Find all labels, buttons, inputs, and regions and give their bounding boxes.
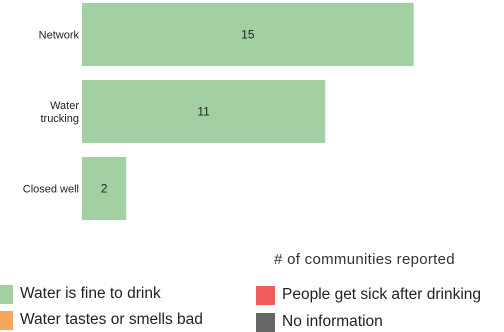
- category-label-network: Network: [39, 30, 80, 42]
- legend-label-sick: People get sick after drinking: [282, 286, 482, 303]
- legend-item-sick: People get sick after drinking: [256, 285, 481, 305]
- legend-swatch-taste: [0, 310, 13, 330]
- bar-value-network: 15: [241, 28, 255, 42]
- x-axis-title: # of communities reported: [274, 251, 455, 268]
- bar-value-closed-well: 2: [101, 182, 108, 196]
- legend-label-fine: Water is fine to drink: [20, 285, 161, 302]
- category-label-water-trucking: Water trucking: [40, 100, 79, 125]
- legend-swatch-noinfo: [256, 312, 275, 332]
- legend-swatch-sick: [256, 285, 275, 305]
- bar-network: [82, 3, 414, 66]
- legend-item-taste: Water tastes or smells bad: [0, 310, 203, 330]
- legend-label-taste: Water tastes or smells bad: [20, 311, 203, 328]
- legend-item-noinfo: No information: [256, 312, 383, 332]
- bar-closed-well: [82, 157, 127, 220]
- bar-value-water-trucking: 11: [197, 105, 210, 119]
- bar-chart: 15 Network 11 Water trucking 2 Closed well: [23, 3, 414, 220]
- legend-label-noinfo: No information: [282, 313, 383, 330]
- legend-item-fine: Water is fine to drink: [0, 284, 161, 304]
- legend-swatch-fine: [0, 284, 13, 304]
- category-label-closed-well: Closed well: [23, 184, 79, 196]
- bar-water-trucking: [82, 80, 326, 143]
